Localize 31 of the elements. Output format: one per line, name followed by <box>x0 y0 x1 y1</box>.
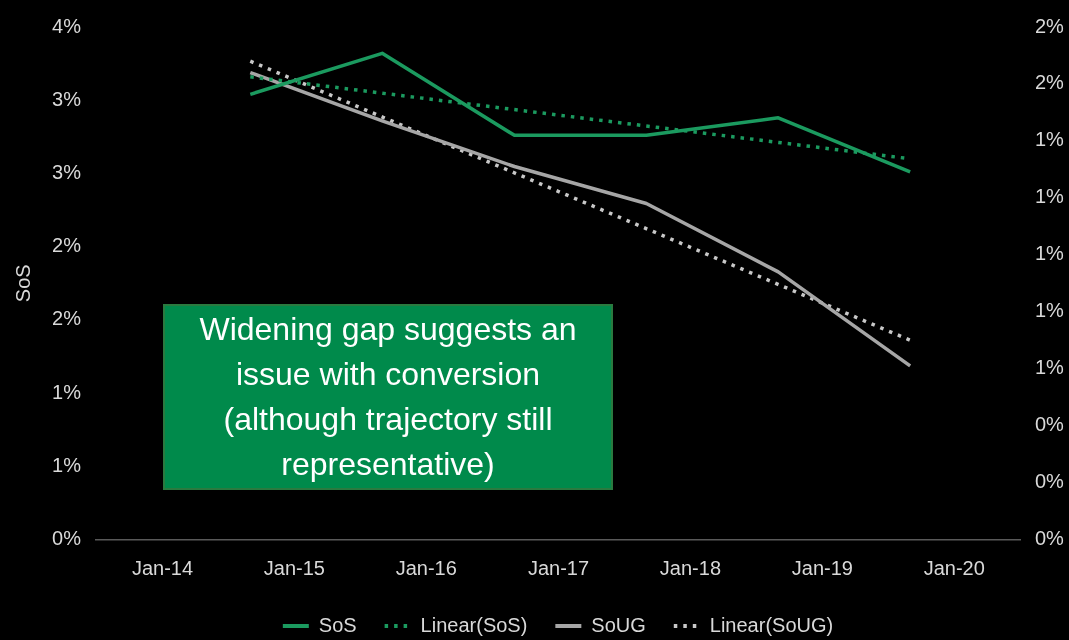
y2-tick-label: 1% <box>1035 299 1065 322</box>
y-tick-label: 2% <box>52 234 82 257</box>
y2-tick-label: 0% <box>1035 413 1065 436</box>
y2-tick-label: 1% <box>1035 242 1065 265</box>
y-tick-label: 1% <box>52 453 82 476</box>
x-tick-label: Jan-20 <box>923 557 985 580</box>
y2-tick-label: 1% <box>1035 356 1065 379</box>
y-tick-label: 0% <box>52 527 82 550</box>
y-tick-label: 2% <box>52 307 82 330</box>
legend-label: SoUG <box>591 613 646 636</box>
y2-tick-label: 2% <box>1035 14 1065 37</box>
y-tick-label: 3% <box>52 87 82 110</box>
legend-label: Linear(SoS) <box>420 613 528 636</box>
y2-tick-label: 0% <box>1035 470 1065 493</box>
x-tick-label: Jan-16 <box>395 557 457 580</box>
annotation: Widening gap suggests an issue with conversion (although trajectory still representative) <box>163 304 613 490</box>
y2-tick-label: 1% <box>1035 185 1065 208</box>
y-axis-title: SoS <box>11 264 34 303</box>
y2-tick-label: 2% <box>1035 71 1065 94</box>
y-tick-label: 4% <box>52 14 82 37</box>
x-tick-label: Jan-17 <box>527 557 590 580</box>
x-tick-label: Jan-14 <box>131 557 194 580</box>
legend-label: Linear(SoUG) <box>709 613 834 636</box>
x-tick-label: Jan-19 <box>791 557 853 580</box>
x-tick-label: Jan-18 <box>659 557 722 580</box>
legend-label: SoS <box>318 613 357 636</box>
y-tick-label: 1% <box>52 380 82 403</box>
y-tick-label: 3% <box>52 160 82 183</box>
y2-tick-label: 1% <box>1035 128 1065 151</box>
y2-tick-label: 0% <box>1035 527 1065 550</box>
x-tick-label: Jan-15 <box>263 557 325 580</box>
